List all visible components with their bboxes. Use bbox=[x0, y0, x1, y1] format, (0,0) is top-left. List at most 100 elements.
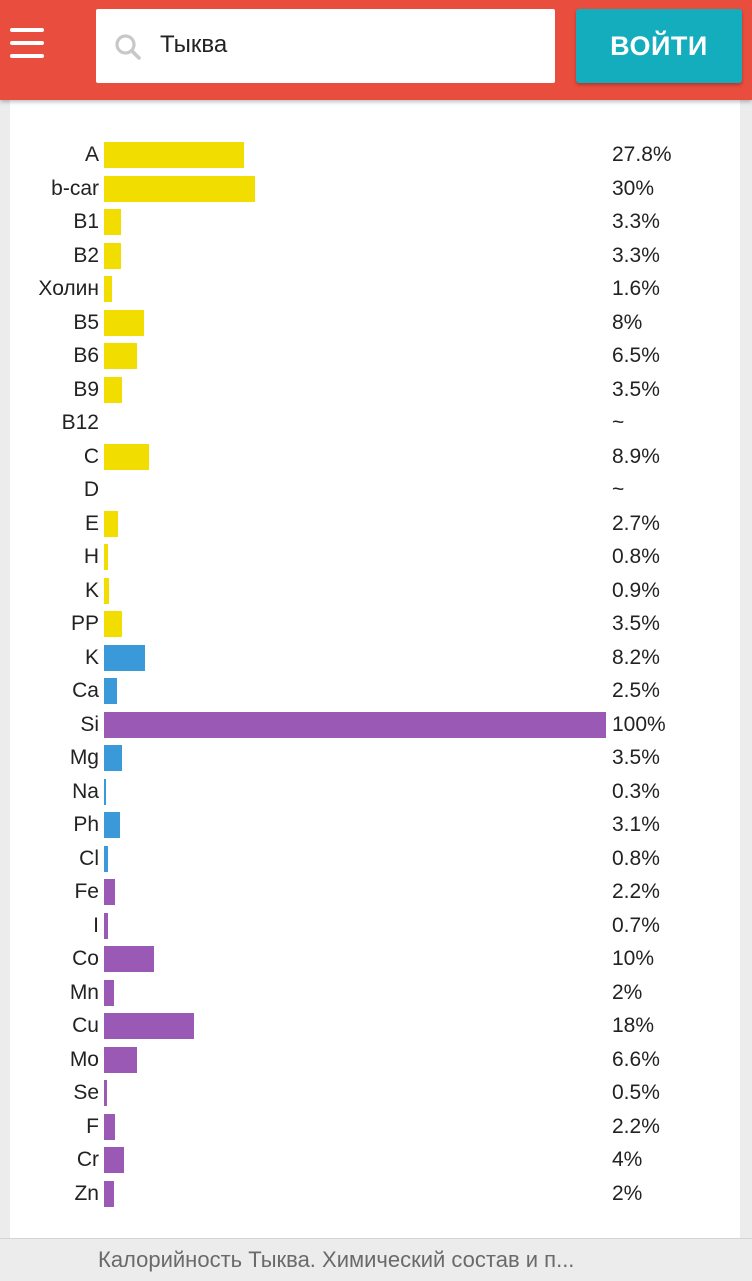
chart-row: Se 0.5% bbox=[10, 1076, 740, 1110]
nutrient-bar bbox=[104, 879, 116, 905]
chart-row: H 0.8% bbox=[10, 540, 740, 574]
nutrient-label: Cu bbox=[72, 1014, 99, 1037]
chart-row: Cr 4% bbox=[10, 1143, 740, 1177]
nutrient-percent: 8% bbox=[612, 310, 643, 334]
nutrient-percent: 1.6% bbox=[612, 277, 660, 300]
app-header: ВОЙТИ bbox=[0, 0, 752, 100]
nutrient-bar bbox=[104, 1080, 107, 1106]
chart-row: I 0.7% bbox=[10, 909, 740, 943]
nutrient-label: B9 bbox=[73, 377, 99, 401]
nutrient-label: Холин bbox=[38, 277, 99, 300]
nutrient-percent: ~ bbox=[612, 411, 625, 434]
nutrient-label: B2 bbox=[73, 243, 99, 267]
chart-row: Ca 2.5% bbox=[10, 674, 740, 708]
chart-row: Mo 6.6% bbox=[10, 1043, 740, 1077]
search-input[interactable] bbox=[160, 23, 540, 67]
nutrient-bar bbox=[104, 979, 115, 1006]
nutrient-label: B6 bbox=[73, 344, 99, 367]
chart-row: B12 ~ bbox=[10, 406, 740, 440]
nutrient-percent: ~ bbox=[612, 478, 625, 501]
nutrient-bar bbox=[104, 644, 146, 671]
nutrient-chart: A 27.8% b-car 30% B1 3.3% B2 3.3% Холин 1.6% B5 8% B… bbox=[10, 100, 740, 1238]
nutrient-percent: 2.2% bbox=[612, 880, 660, 903]
chart-row: E 2.7% bbox=[10, 507, 740, 541]
nutrient-bar bbox=[104, 309, 145, 336]
nutrient-bar bbox=[104, 510, 118, 537]
nutrient-percent: 3.1% bbox=[612, 813, 660, 836]
nutrient-percent: 27.8% bbox=[612, 143, 672, 166]
page-footer: Калорийность Тыква. Химический состав и … bbox=[0, 1238, 752, 1281]
nutrient-label: Mo bbox=[69, 1047, 99, 1071]
nutrient-label: Fe bbox=[74, 880, 99, 903]
chart-row: F 2.2% bbox=[10, 1110, 740, 1144]
chart-row: PP 3.5% bbox=[10, 607, 740, 641]
nutrient-label: D bbox=[83, 478, 99, 501]
nutrient-bar bbox=[104, 544, 109, 570]
nutrient-bar bbox=[104, 1013, 195, 1039]
nutrient-percent: 2% bbox=[612, 980, 643, 1004]
nutrient-bar bbox=[104, 678, 117, 704]
chart-row: Mn 2% bbox=[10, 976, 740, 1010]
nutrient-bar bbox=[104, 242, 121, 269]
search-box[interactable] bbox=[96, 9, 555, 83]
nutrient-bar bbox=[104, 276, 113, 302]
nutrient-label: Se bbox=[73, 1081, 99, 1104]
chart-row: Si 100% bbox=[10, 708, 740, 742]
nutrient-percent: 2.7% bbox=[612, 511, 660, 535]
nutrient-bar bbox=[104, 443, 149, 470]
nutrient-label: Na bbox=[72, 779, 99, 803]
nutrient-percent: 8.2% bbox=[612, 645, 660, 669]
login-button[interactable]: ВОЙТИ bbox=[576, 9, 742, 83]
chart-row: A 27.8% bbox=[10, 138, 740, 172]
nutrient-bar bbox=[104, 142, 244, 168]
nutrient-percent: 3.5% bbox=[612, 612, 660, 635]
nutrient-label: C bbox=[83, 444, 99, 468]
chart-row: Cl 0.8% bbox=[10, 842, 740, 876]
nutrient-bar bbox=[104, 845, 109, 872]
chart-row: Na 0.3% bbox=[10, 775, 740, 809]
nutrient-bar bbox=[104, 778, 106, 805]
nutrient-bar bbox=[104, 1180, 115, 1207]
nutrient-bar bbox=[104, 376, 122, 403]
nutrient-bar bbox=[104, 175, 255, 202]
chart-row: Mg 3.5% bbox=[10, 741, 740, 775]
chart-row: K 0.9% bbox=[10, 574, 740, 608]
nutrient-percent: 2.5% bbox=[612, 679, 660, 702]
nutrient-bar bbox=[104, 611, 122, 637]
chart-row: Co 10% bbox=[10, 942, 740, 976]
nutrient-percent: 0.5% bbox=[612, 1081, 660, 1104]
nutrient-label: Mg bbox=[69, 746, 99, 769]
chart-row: B6 6.5% bbox=[10, 339, 740, 373]
nutrient-percent: 0.8% bbox=[612, 545, 660, 568]
nutrient-percent: 18% bbox=[612, 1014, 655, 1037]
nutrient-percent: 6.5% bbox=[612, 344, 660, 367]
nutrient-bar bbox=[104, 209, 121, 235]
page-title[interactable]: Калорийность Тыква. Химический состав и … bbox=[98, 1247, 575, 1272]
nutrient-percent: 100% bbox=[612, 712, 666, 736]
nutrient-percent: 3.5% bbox=[612, 377, 660, 401]
nutrient-label: A bbox=[84, 143, 99, 166]
nutrient-percent: 2% bbox=[612, 1181, 643, 1205]
nutrient-percent: 0.9% bbox=[612, 578, 660, 602]
nutrient-label: Zn bbox=[74, 1181, 99, 1205]
nutrient-bar bbox=[104, 1147, 125, 1173]
chart-row: Cu 18% bbox=[10, 1009, 740, 1043]
chart-row: Ph 3.1% bbox=[10, 808, 740, 842]
nutrient-label: K bbox=[84, 578, 99, 602]
nutrient-label: F bbox=[86, 1114, 99, 1138]
nutrient-percent: 6.6% bbox=[612, 1047, 660, 1071]
nutrient-percent: 0.3% bbox=[612, 779, 660, 803]
nutrient-percent: 3.3% bbox=[612, 243, 660, 267]
nutrient-percent: 2.2% bbox=[612, 1114, 660, 1138]
nutrient-label: E bbox=[84, 511, 99, 535]
nutrient-percent: 30% bbox=[612, 176, 655, 200]
search-icon bbox=[115, 34, 141, 60]
nutrient-bar bbox=[104, 1113, 116, 1140]
chart-row: B1 3.3% bbox=[10, 205, 740, 239]
chart-row: B2 3.3% bbox=[10, 239, 740, 273]
nutrient-label: b-car bbox=[51, 176, 99, 200]
nutrient-bar bbox=[104, 1046, 138, 1073]
chart-row: B9 3.5% bbox=[10, 373, 740, 407]
hamburger-menu-icon[interactable] bbox=[10, 28, 44, 58]
nutrient-label: B5 bbox=[73, 310, 99, 334]
